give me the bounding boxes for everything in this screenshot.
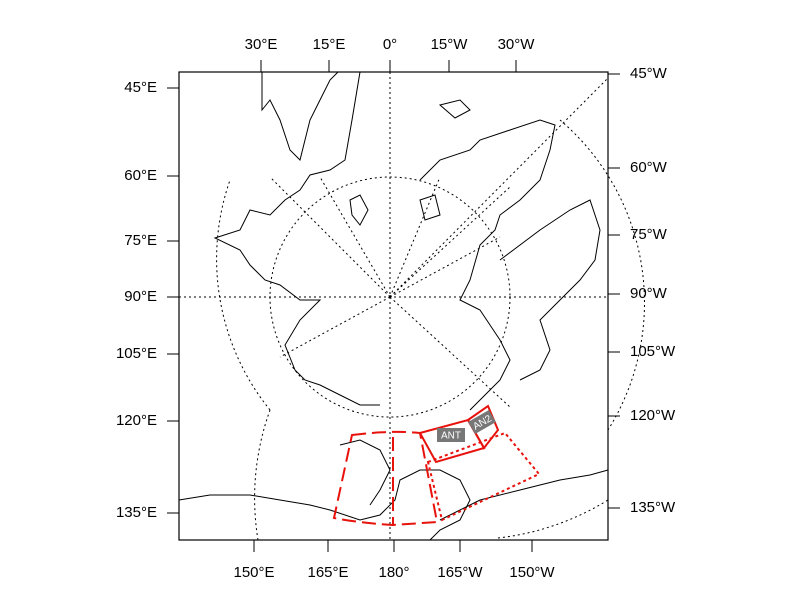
graticule [179, 72, 645, 541]
region-label-box [437, 428, 465, 442]
right-tick-label: 45°W [630, 65, 668, 82]
top-tick-label: 30°E [245, 36, 278, 53]
left-tick-label: 60°E [124, 167, 157, 184]
left-tick-label: 135°E [116, 504, 157, 521]
right-tick-label: 60°W [630, 159, 668, 176]
right-tick-label: 75°W [630, 226, 668, 243]
bottom-tick-label: 150°E [233, 564, 274, 581]
region-label: ANT [441, 431, 461, 442]
right-tick-label: 135°W [630, 499, 676, 516]
left-tick-label: 105°E [116, 345, 157, 362]
right-tick-label: 120°W [630, 407, 676, 424]
region-label-box [468, 409, 496, 435]
left-tick-label: 45°E [124, 79, 157, 96]
top-tick-label: 0° [383, 36, 397, 53]
top-tick-label: 15°E [313, 36, 346, 53]
left-tick-label: 120°E [116, 412, 157, 429]
regions [332, 404, 541, 527]
left-tick-label: 75°E [124, 232, 157, 249]
bottom-tick-label: 180° [378, 564, 409, 581]
axes: 30°E 15°E 0° 15°W 30°W 150°E 165°E 180° 165°W 150… [116, 36, 676, 581]
top-tick-label: 15°W [431, 36, 469, 53]
right-tick-label: 105°W [630, 343, 676, 360]
top-tick-label: 30°W [498, 36, 536, 53]
bottom-tick-label: 150°W [509, 564, 555, 581]
bottom-tick-label: 165°E [307, 564, 348, 581]
bottom-tick-label: 165°W [437, 564, 483, 581]
right-tick-label: 90°W [630, 285, 668, 302]
coastlines [178, 71, 609, 541]
left-tick-label: 90°E [124, 288, 157, 305]
